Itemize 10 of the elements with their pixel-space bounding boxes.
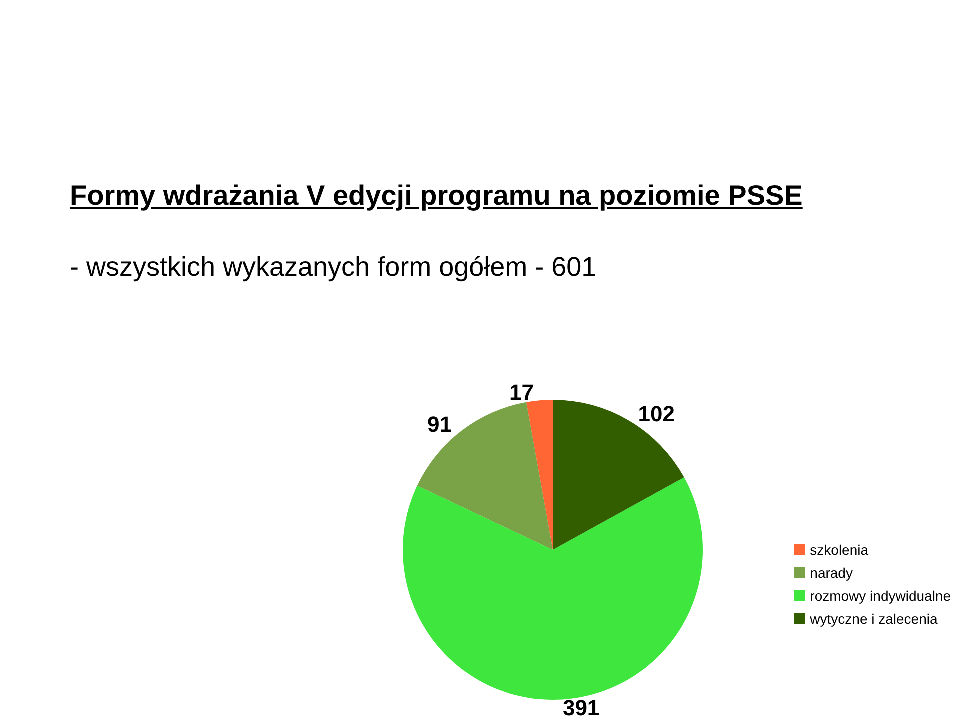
- data-label: 391: [562, 695, 600, 720]
- legend-label: szkolenia: [810, 542, 869, 558]
- data-label: 17: [509, 380, 534, 406]
- legend-label: narady: [810, 565, 853, 581]
- legend-label: rozmowy indywidualne: [810, 588, 952, 604]
- legend-label: wytyczne i zalecenia: [809, 611, 938, 627]
- data-label: 102: [638, 401, 676, 426]
- chart-title: Formy wdrażania V edycji programu na poziomie PSSE: [70, 180, 803, 212]
- data-label: 91: [427, 412, 452, 438]
- chart-subtitle: - wszystkich wykazanych form ogółem - 601: [70, 252, 597, 283]
